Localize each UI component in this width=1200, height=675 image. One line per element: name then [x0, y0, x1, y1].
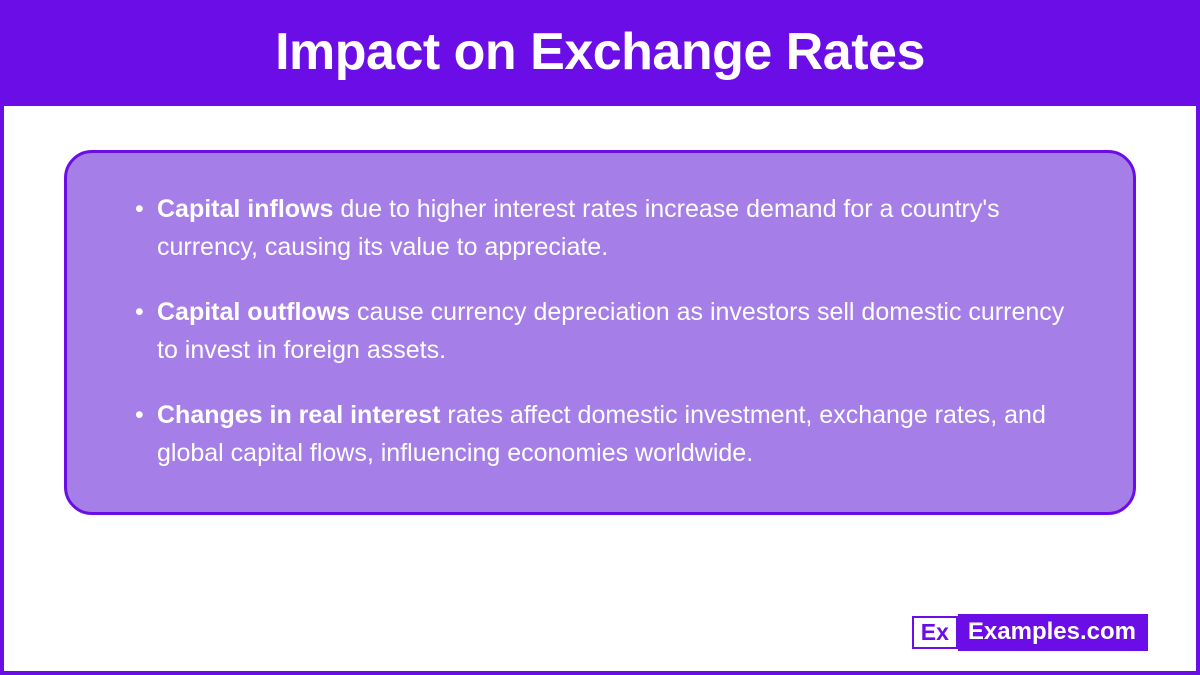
brand-logo: Ex Examples.com [912, 614, 1148, 651]
bullet-bold: Capital outflows [157, 298, 350, 326]
logo-text: Examples.com [958, 614, 1148, 651]
bullet-bold: Capital inflows [157, 195, 333, 223]
list-item: Capital inflows due to higher interest r… [135, 191, 1083, 266]
page-title: Impact on Exchange Rates [4, 22, 1196, 82]
content-area: Capital inflows due to higher interest r… [4, 106, 1196, 671]
header-bar: Impact on Exchange Rates [4, 4, 1196, 106]
list-item: Capital outflows cause currency deprecia… [135, 294, 1083, 369]
bullet-list: Capital inflows due to higher interest r… [135, 191, 1083, 472]
slide-frame: Impact on Exchange Rates Capital inflows… [0, 0, 1200, 675]
logo-prefix: Ex [912, 616, 958, 649]
content-box: Capital inflows due to higher interest r… [64, 150, 1136, 515]
list-item: Changes in real interest rates affect do… [135, 397, 1083, 472]
bullet-bold: Changes in real interest [157, 401, 440, 429]
